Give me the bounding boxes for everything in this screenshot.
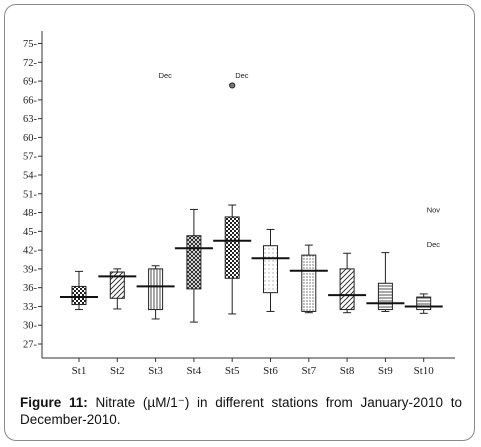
x-tick-label: St3 — [148, 365, 163, 377]
y-tick-label: 36- — [23, 283, 38, 294]
box-plot-chart: 27- 30- 33- 36- 39- 42- 45- 48- 51- 54- 57- 60- 63- 6… — [23, 31, 455, 377]
y-tick-label: 69- — [23, 77, 38, 88]
y-tick-label: 66- — [23, 95, 38, 106]
box-iqr — [339, 268, 355, 311]
x-tick-label: St10 — [414, 365, 435, 377]
box-iqr — [377, 282, 393, 311]
box-st6 — [251, 228, 290, 312]
box-st1 — [60, 270, 98, 311]
y-tick-label: 72- — [23, 58, 38, 69]
y-tick-label: 39- — [23, 264, 38, 275]
caption-label: Figure 11: — [20, 395, 88, 410]
y-tick-label: 33- — [23, 302, 38, 313]
x-tick-label: St1 — [72, 365, 87, 377]
figure-caption: Figure 11: Nitrate (µM/1⁻) in different … — [20, 394, 462, 428]
x-tick-label: St6 — [263, 365, 278, 377]
y-tick-label: 48- — [23, 208, 38, 219]
box-iqr — [109, 271, 125, 299]
axes: 27- 30- 33- 36- 39- 42- 45- 48- 51- 54- 57- 60- 63- 6… — [23, 31, 455, 377]
x-tick-label: St9 — [378, 365, 393, 377]
box-st8 — [328, 252, 367, 314]
box-iqr — [263, 245, 278, 294]
y-tick-label: 63- — [23, 114, 38, 125]
box-st9 — [366, 252, 405, 312]
y-tick-label: 57- — [23, 152, 38, 163]
x-tick-label: St2 — [110, 365, 125, 377]
annotations: Dec Dec Nov Dec — [159, 71, 441, 249]
caption-text: Nitrate (µM/1⁻) in different stations fr… — [20, 395, 462, 427]
outlier-point — [229, 82, 236, 89]
y-tick-label: 30- — [23, 321, 38, 332]
y-tick-label: 42- — [23, 246, 38, 257]
box-iqr — [148, 268, 164, 311]
x-tick-label: St4 — [187, 365, 202, 377]
box-st2 — [98, 268, 137, 310]
annotation-label: Nov — [427, 205, 441, 214]
box-st4 — [174, 208, 213, 323]
y-tick-label: 54- — [23, 170, 38, 181]
box-st5 — [213, 204, 252, 315]
y-tick-label: 60- — [23, 133, 38, 144]
annotation-label: Dec — [159, 71, 173, 80]
y-tick-label: 75- — [23, 39, 38, 50]
box-iqr — [186, 235, 202, 290]
box-iqr — [416, 296, 432, 311]
boxes — [60, 204, 443, 323]
y-tick-label: 27- — [23, 340, 38, 351]
box-st10 — [404, 293, 443, 314]
x-tick-label: St7 — [301, 365, 316, 377]
y-tick-label: 45- — [23, 227, 38, 238]
box-iqr — [224, 216, 240, 279]
annotation-label: Dec — [427, 240, 441, 249]
x-tick-label: St8 — [340, 365, 355, 377]
box-iqr — [301, 254, 317, 312]
box-st3 — [136, 265, 175, 320]
y-tick-label: 51- — [23, 189, 38, 200]
annotation-label: Dec — [235, 71, 249, 80]
box-iqr — [71, 285, 87, 306]
x-tick-label: St5 — [225, 365, 240, 377]
box-st7 — [289, 244, 328, 314]
